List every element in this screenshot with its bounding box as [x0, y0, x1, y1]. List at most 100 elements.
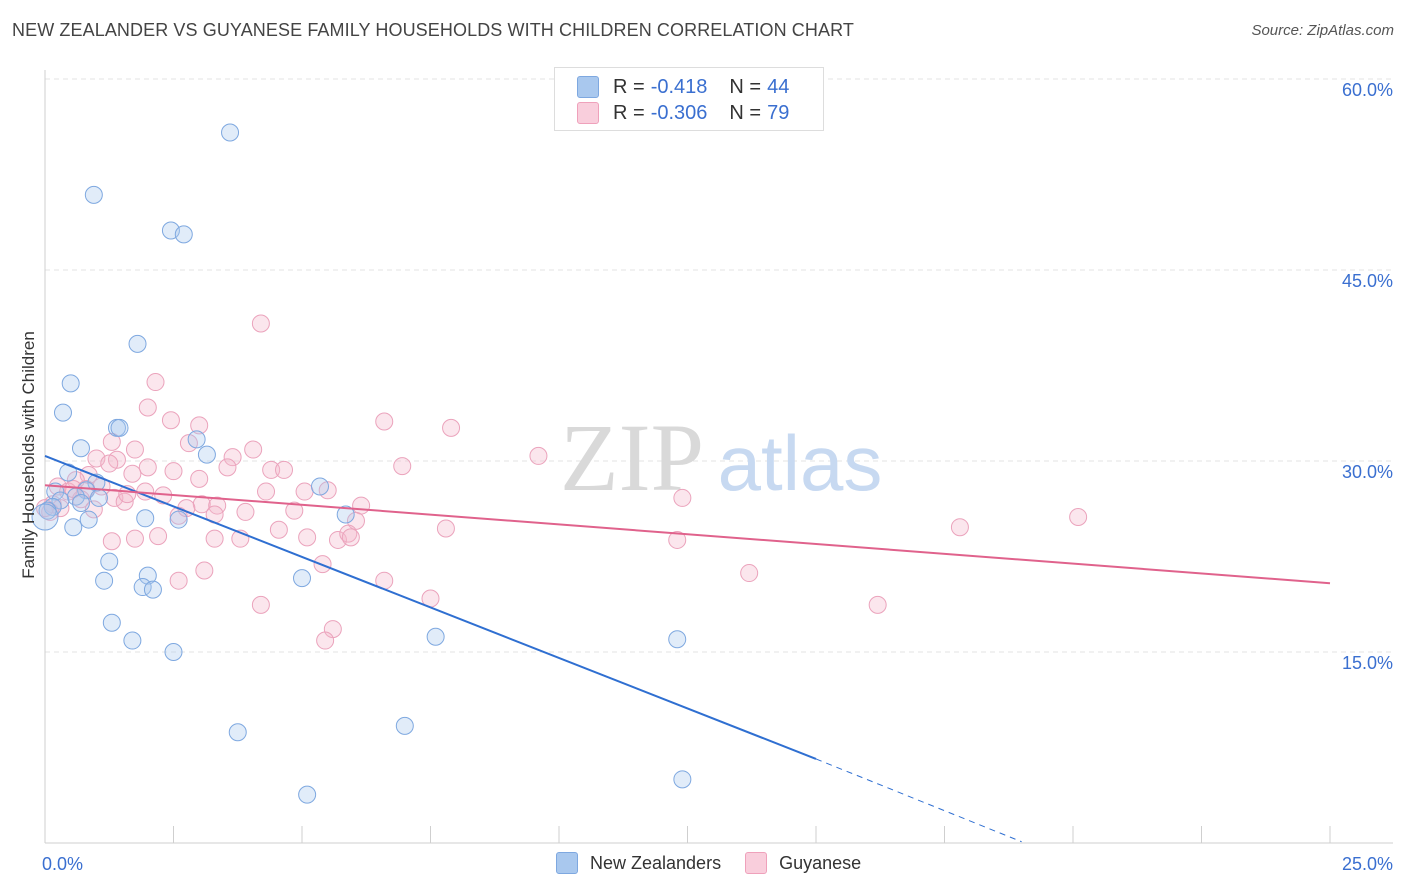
guyanese-point	[138, 458, 157, 477]
new-zealander-point	[31, 503, 59, 531]
new-zealander-point	[89, 488, 108, 507]
legend-r-value: -0.418	[650, 75, 708, 98]
guyanese-point	[257, 482, 276, 501]
new-zealander-point	[174, 225, 193, 244]
guyanese-point	[262, 460, 281, 479]
new-zealander-point	[138, 566, 157, 585]
new-zealander-point	[110, 418, 129, 437]
y-tick-label: 30.0%	[1342, 462, 1393, 482]
guyanese-point	[102, 532, 121, 551]
new-zealander-point	[71, 494, 90, 513]
guyanese-point	[125, 529, 144, 548]
y-axis-label: Family Households with Children	[19, 331, 38, 579]
guyanese-point	[169, 506, 188, 525]
guyanese-point	[161, 411, 180, 430]
guyanese-point	[223, 448, 242, 467]
guyanese-point	[442, 418, 461, 437]
watermark-atlas: atlas	[718, 419, 883, 507]
new-zealander-point	[61, 374, 80, 393]
guyanese-point	[740, 564, 759, 583]
guyanese-point	[375, 412, 394, 431]
legend-n-label: N =	[729, 101, 762, 124]
guyanese-point	[673, 488, 692, 507]
y-tick-labels: 15.0% 30.0% 45.0% 60.0%	[1342, 80, 1393, 673]
guyanese-point	[100, 454, 119, 473]
guyanese-point	[123, 464, 142, 483]
guyanese-point	[251, 595, 270, 614]
new-zealander-point	[197, 445, 216, 464]
guyanese-point	[529, 446, 548, 465]
new-zealander-point	[123, 631, 142, 650]
legend-item-new-zealanders[interactable]: New Zealanders	[556, 852, 721, 874]
guyanese-point	[275, 460, 294, 479]
guyanese-point	[295, 482, 314, 501]
new-zealander-point	[136, 509, 155, 528]
guyanese-point	[298, 528, 317, 547]
new-zealander-points	[31, 123, 692, 804]
new-zealander-point	[426, 627, 445, 646]
guyanese-point	[668, 530, 687, 549]
guyanese-point	[169, 571, 188, 590]
guyanese-point	[352, 496, 371, 515]
legend-swatch-blue	[577, 76, 599, 98]
guyanese-point	[950, 518, 969, 537]
guyanese-point	[190, 469, 209, 488]
new-zealander-point	[53, 403, 72, 422]
new-zealander-point	[668, 630, 687, 649]
guyanese-point	[236, 502, 255, 521]
guyanese-point	[138, 398, 157, 417]
y-tick-label: 60.0%	[1342, 80, 1393, 100]
y-tick-label: 15.0%	[1342, 653, 1393, 673]
new-zealander-point	[143, 580, 162, 599]
new-zealander-point	[310, 477, 329, 496]
watermark-zip: ZIP	[560, 404, 704, 511]
guyanese-points	[36, 314, 1088, 650]
guyanese-point	[868, 595, 887, 614]
new-zealander-point	[336, 505, 355, 524]
chart-source: Source: ZipAtlas.com	[1251, 22, 1394, 39]
series-legend: New Zealanders Guyanese	[556, 852, 885, 874]
gridlines	[45, 78, 1393, 653]
legend-n-value: 44	[767, 75, 790, 98]
guyanese-point	[436, 519, 455, 538]
guyanese-point	[251, 314, 270, 333]
x-tick-label-max: 25.0%	[1342, 854, 1393, 874]
new-zealander-point	[228, 723, 247, 742]
new-zealander-point	[84, 185, 103, 204]
new-zealander-point	[673, 770, 692, 789]
x-tick-label-min: 0.0%	[42, 854, 83, 874]
new-zealander-point	[169, 510, 188, 529]
new-zealander-point	[298, 785, 317, 804]
guyanese-point	[316, 631, 335, 650]
new-zealanders-trend-line	[44, 454, 817, 760]
legend-r-value: -0.306	[650, 101, 708, 124]
new-zealander-point	[221, 123, 240, 142]
legend-r-label: R =	[613, 75, 645, 98]
new-zealander-point	[102, 613, 121, 632]
new-zealander-point	[100, 552, 119, 571]
guyanese-point	[244, 440, 263, 459]
guyanese-point	[149, 527, 168, 546]
guyanese-point	[102, 432, 121, 451]
new-zealander-point	[128, 334, 147, 353]
guyanese-point	[218, 458, 237, 477]
legend-n-label: N =	[729, 75, 762, 98]
legend-item-guyanese[interactable]: Guyanese	[745, 852, 861, 874]
legend-n-value: 79	[767, 101, 790, 124]
guyanese-point	[190, 416, 209, 435]
x-tick-labels: 0.0% 25.0%	[42, 854, 1393, 874]
new-zealander-point	[293, 569, 311, 588]
new-zealander-point	[95, 571, 114, 590]
legend-swatch-blue	[556, 852, 578, 874]
stats-legend: R = -0.418 N = 44 R = -0.306 N = 79	[554, 67, 824, 131]
watermark: ZIP atlas	[560, 404, 882, 511]
guyanese-point	[125, 440, 144, 459]
y-tick-label: 45.0%	[1342, 271, 1393, 291]
legend-label-new-zealanders: New Zealanders	[590, 852, 722, 873]
legend-r-label: R =	[613, 101, 645, 124]
guyanese-point	[146, 373, 165, 392]
guyanese-point	[393, 457, 412, 476]
guyanese-trend-line	[44, 484, 1331, 585]
guyanese-point	[341, 528, 360, 547]
